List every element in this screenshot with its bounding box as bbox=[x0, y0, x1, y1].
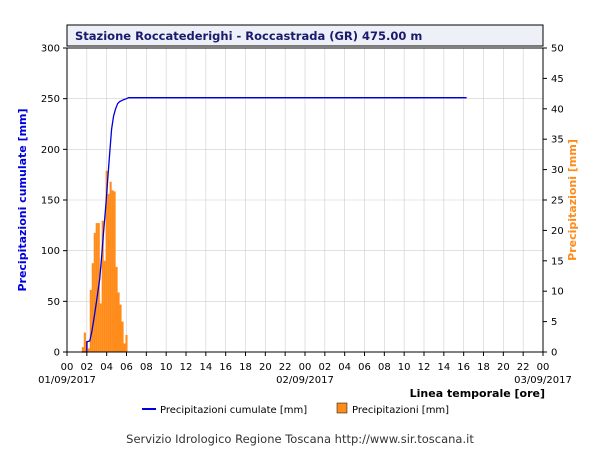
legend: Precipitazioni cumulate [mm] Precipitazi… bbox=[142, 402, 449, 416]
precipitation-bar bbox=[93, 232, 96, 352]
precipitation-bar bbox=[109, 181, 112, 352]
x-tick-label: 16 bbox=[219, 362, 232, 373]
chart-title: Stazione Roccatederighi - Roccastrada (G… bbox=[75, 29, 422, 43]
x-tick-label: 04 bbox=[100, 362, 113, 373]
x-tick-label: 22 bbox=[279, 362, 292, 373]
x-axis-ticks: 00 02 04 06 08 10 12 14 16 18 20 22 00 02 04 06 08 10 12 14… bbox=[61, 352, 550, 373]
y-right-tick-label: 10 bbox=[551, 287, 564, 298]
cumulative-line bbox=[81, 97, 467, 353]
legend-label-cumulative: Precipitazioni cumulate [mm] bbox=[160, 405, 307, 416]
y-right-tick-label: 30 bbox=[551, 165, 564, 176]
x-tick-label: 20 bbox=[497, 362, 510, 373]
precipitation-bar bbox=[125, 334, 128, 352]
precipitation-bar bbox=[103, 260, 106, 352]
precipitation-bar bbox=[91, 263, 94, 352]
x-tick-label: 10 bbox=[398, 362, 411, 373]
precipitation-bar bbox=[121, 321, 124, 352]
x-date-label-2: 02/09/2017 bbox=[276, 375, 334, 386]
x-tick-label: 08 bbox=[378, 362, 391, 373]
y-right-tick-label: 45 bbox=[551, 74, 564, 85]
precipitation-bar bbox=[111, 190, 114, 352]
x-date-label-3: 03/09/2017 bbox=[514, 375, 572, 386]
right-axis-ticks: 0 5 10 15 20 25 30 35 40 45 50 bbox=[543, 44, 564, 359]
y-right-tick-label: 15 bbox=[551, 256, 564, 267]
y-right-tick-label: 20 bbox=[551, 226, 564, 237]
x-tick-label: 02 bbox=[80, 362, 93, 373]
precipitation-bar bbox=[87, 348, 90, 352]
y-left-tick-label: 150 bbox=[41, 196, 60, 207]
precipitation-bar bbox=[113, 191, 116, 352]
x-tick-label: 10 bbox=[160, 362, 173, 373]
x-tick-label: 00 bbox=[61, 362, 74, 373]
precipitation-bar bbox=[89, 289, 92, 352]
x-tick-label: 20 bbox=[259, 362, 272, 373]
precipitation-bar bbox=[83, 332, 86, 352]
grid bbox=[67, 48, 543, 352]
precipitation-bar bbox=[99, 303, 102, 352]
title-box bbox=[66, 24, 544, 47]
y-left-tick-label: 0 bbox=[54, 348, 60, 359]
y-right-tick-label: 35 bbox=[551, 135, 564, 146]
y-right-tick-label: 0 bbox=[551, 348, 557, 359]
x-tick-label: 00 bbox=[299, 362, 312, 373]
x-tick-label: 04 bbox=[338, 362, 351, 373]
precipitation-bar bbox=[107, 193, 110, 352]
y-axis-left-label: Precipitazioni cumulate [mm] bbox=[16, 108, 29, 291]
y-left-tick-label: 300 bbox=[41, 44, 60, 55]
x-tick-label: 02 bbox=[318, 362, 331, 373]
x-tick-label: 08 bbox=[140, 362, 153, 373]
y-left-tick-label: 250 bbox=[41, 94, 60, 105]
precipitation-bar bbox=[105, 170, 108, 352]
y-right-tick-label: 40 bbox=[551, 104, 564, 115]
y-right-tick-label: 5 bbox=[551, 317, 557, 328]
x-tick-label: 14 bbox=[437, 362, 450, 373]
precipitation-bar bbox=[101, 220, 104, 352]
x-tick-label: 12 bbox=[180, 362, 193, 373]
y-left-tick-label: 100 bbox=[41, 246, 60, 257]
legend-label-precipitation: Precipitazioni [mm] bbox=[352, 405, 449, 416]
x-tick-label: 18 bbox=[477, 362, 490, 373]
x-tick-label: 12 bbox=[418, 362, 431, 373]
x-tick-label: 16 bbox=[457, 362, 470, 373]
precipitation-bar bbox=[123, 343, 126, 352]
precipitation-bar bbox=[119, 304, 122, 352]
y-right-tick-label: 25 bbox=[551, 196, 564, 207]
y-left-tick-label: 200 bbox=[41, 145, 60, 156]
precipitation-bar bbox=[81, 347, 84, 352]
footer-credit: Servizio Idrologico Regione Toscana http… bbox=[126, 432, 474, 446]
precipitation-bars bbox=[81, 170, 128, 352]
y-right-tick-label: 50 bbox=[551, 44, 564, 55]
x-tick-label: 14 bbox=[199, 362, 212, 373]
x-tick-label: 06 bbox=[120, 362, 133, 373]
y-left-tick-label: 50 bbox=[47, 297, 60, 308]
x-tick-label: 22 bbox=[517, 362, 530, 373]
x-tick-label: 18 bbox=[239, 362, 252, 373]
x-date-label-1: 01/09/2017 bbox=[38, 375, 96, 386]
precipitation-bar bbox=[95, 223, 98, 352]
x-axis-label: Linea temporale [ore] bbox=[410, 387, 545, 400]
legend-bar-swatch bbox=[336, 402, 348, 414]
left-axis-ticks: 0 50 100 150 200 250 300 bbox=[41, 44, 67, 359]
x-tick-label: 00 bbox=[537, 362, 550, 373]
precipitation-bar bbox=[115, 266, 118, 352]
x-tick-label: 06 bbox=[358, 362, 371, 373]
precipitation-bar bbox=[117, 292, 120, 352]
y-axis-right-label: Precipitazioni [mm] bbox=[566, 139, 579, 261]
